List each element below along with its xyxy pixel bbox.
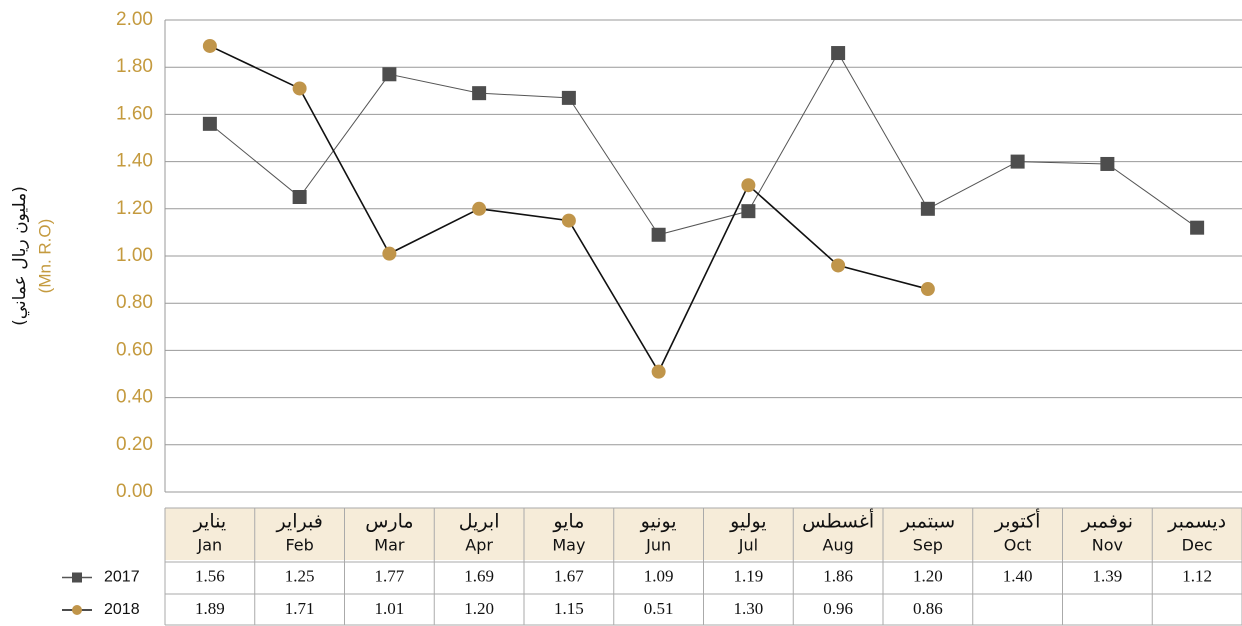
y-tick-label: 0.20: [116, 434, 153, 455]
legend-label: 2018: [104, 601, 140, 618]
data-point: [651, 227, 666, 242]
table-value: 1.30: [734, 599, 764, 618]
category-label: Jul: [738, 536, 758, 555]
legend-label: 2017: [104, 569, 140, 586]
y-tick-label: 1.80: [116, 56, 153, 77]
category-label-ar: سبتمبر: [900, 511, 956, 533]
data-point: [831, 46, 846, 61]
y-tick-label: 0.40: [116, 387, 153, 408]
category-label-ar: ابريل: [459, 511, 500, 533]
table-value: 1.25: [285, 566, 315, 585]
legend-marker: [72, 572, 82, 583]
data-point: [202, 38, 217, 53]
y-tick-label: 1.40: [116, 151, 153, 172]
data-point: [1010, 154, 1025, 169]
table-value: 1.56: [195, 566, 225, 585]
table-value: 1.01: [375, 599, 405, 618]
data-point: [292, 190, 307, 204]
data-point: [651, 364, 666, 379]
category-label: Feb: [285, 536, 313, 555]
data-point: [561, 213, 576, 228]
table-value: 1.12: [1182, 566, 1212, 585]
category-label: May: [552, 536, 585, 555]
category-label: Oct: [1004, 536, 1032, 555]
category-label-ar: يونيو: [640, 511, 677, 533]
data-point: [561, 90, 576, 105]
table-value: 0.96: [823, 599, 853, 618]
data-point: [920, 282, 935, 297]
table-value: 1.15: [554, 599, 584, 618]
table-value: 1.86: [823, 566, 853, 585]
data-point: [202, 116, 217, 131]
data-point: [1190, 220, 1205, 235]
data-point: [1100, 156, 1115, 171]
y-tick-label: 1.60: [116, 103, 153, 124]
table-value: 0.86: [913, 599, 943, 618]
table-value: 0.51: [644, 599, 674, 618]
data-point: [382, 246, 397, 261]
table-value: 1.71: [285, 599, 315, 618]
data-point: [831, 258, 846, 273]
category-label: Jan: [197, 536, 223, 555]
category-label-ar: مارس: [365, 511, 413, 533]
category-label-ar: يوليو: [729, 511, 766, 533]
y-tick-label: 0.80: [116, 292, 153, 313]
category-label: Sep: [913, 536, 943, 555]
category-label-ar: مايو: [552, 511, 584, 533]
table-value: 1.39: [1093, 566, 1123, 585]
category-label: Mar: [374, 536, 405, 555]
table-value: 1.69: [464, 566, 494, 585]
data-point: [920, 201, 935, 216]
data-point: [741, 204, 756, 219]
category-label: Nov: [1092, 536, 1123, 555]
category-label: Dec: [1182, 536, 1213, 555]
table-value: 1.09: [644, 566, 674, 585]
y-tick-label: 1.00: [116, 245, 153, 266]
category-label-ar: نوفمبر: [1081, 511, 1133, 533]
category-label-ar: يناير: [193, 511, 227, 533]
y-tick-label: 2.00: [116, 9, 153, 30]
category-label: Aug: [823, 536, 854, 555]
table-value: 1.19: [734, 566, 764, 585]
y-tick-label: 1.20: [116, 198, 153, 219]
table-value: 1.89: [195, 599, 225, 618]
table-value: 1.67: [554, 566, 584, 585]
y-tick-label: 0.00: [116, 481, 153, 502]
data-point: [741, 178, 756, 193]
category-label-ar: فبراير: [275, 511, 322, 533]
y-axis-label: (Mn. R.O): [35, 219, 54, 294]
category-label: Apr: [465, 536, 493, 555]
data-point: [292, 81, 307, 96]
table-value: 1.20: [464, 599, 494, 618]
y-tick-label: 0.60: [116, 339, 153, 360]
data-point: [472, 86, 487, 101]
data-point: [382, 67, 397, 82]
data-point: [472, 201, 487, 216]
table-value: 1.77: [375, 566, 405, 585]
table-value: 1.20: [913, 566, 943, 585]
category-label-ar: أكتوبر: [994, 509, 1041, 533]
y-axis-label-ar: (مليون ريال عماني): [10, 186, 30, 326]
category-label: Jun: [645, 536, 671, 555]
category-label-ar: ديسمبر: [1167, 511, 1226, 533]
legend-marker: [72, 605, 82, 615]
category-label-ar: أغسطس: [802, 509, 874, 533]
table-value: 1.40: [1003, 566, 1033, 585]
series-line: [209, 52, 1198, 236]
